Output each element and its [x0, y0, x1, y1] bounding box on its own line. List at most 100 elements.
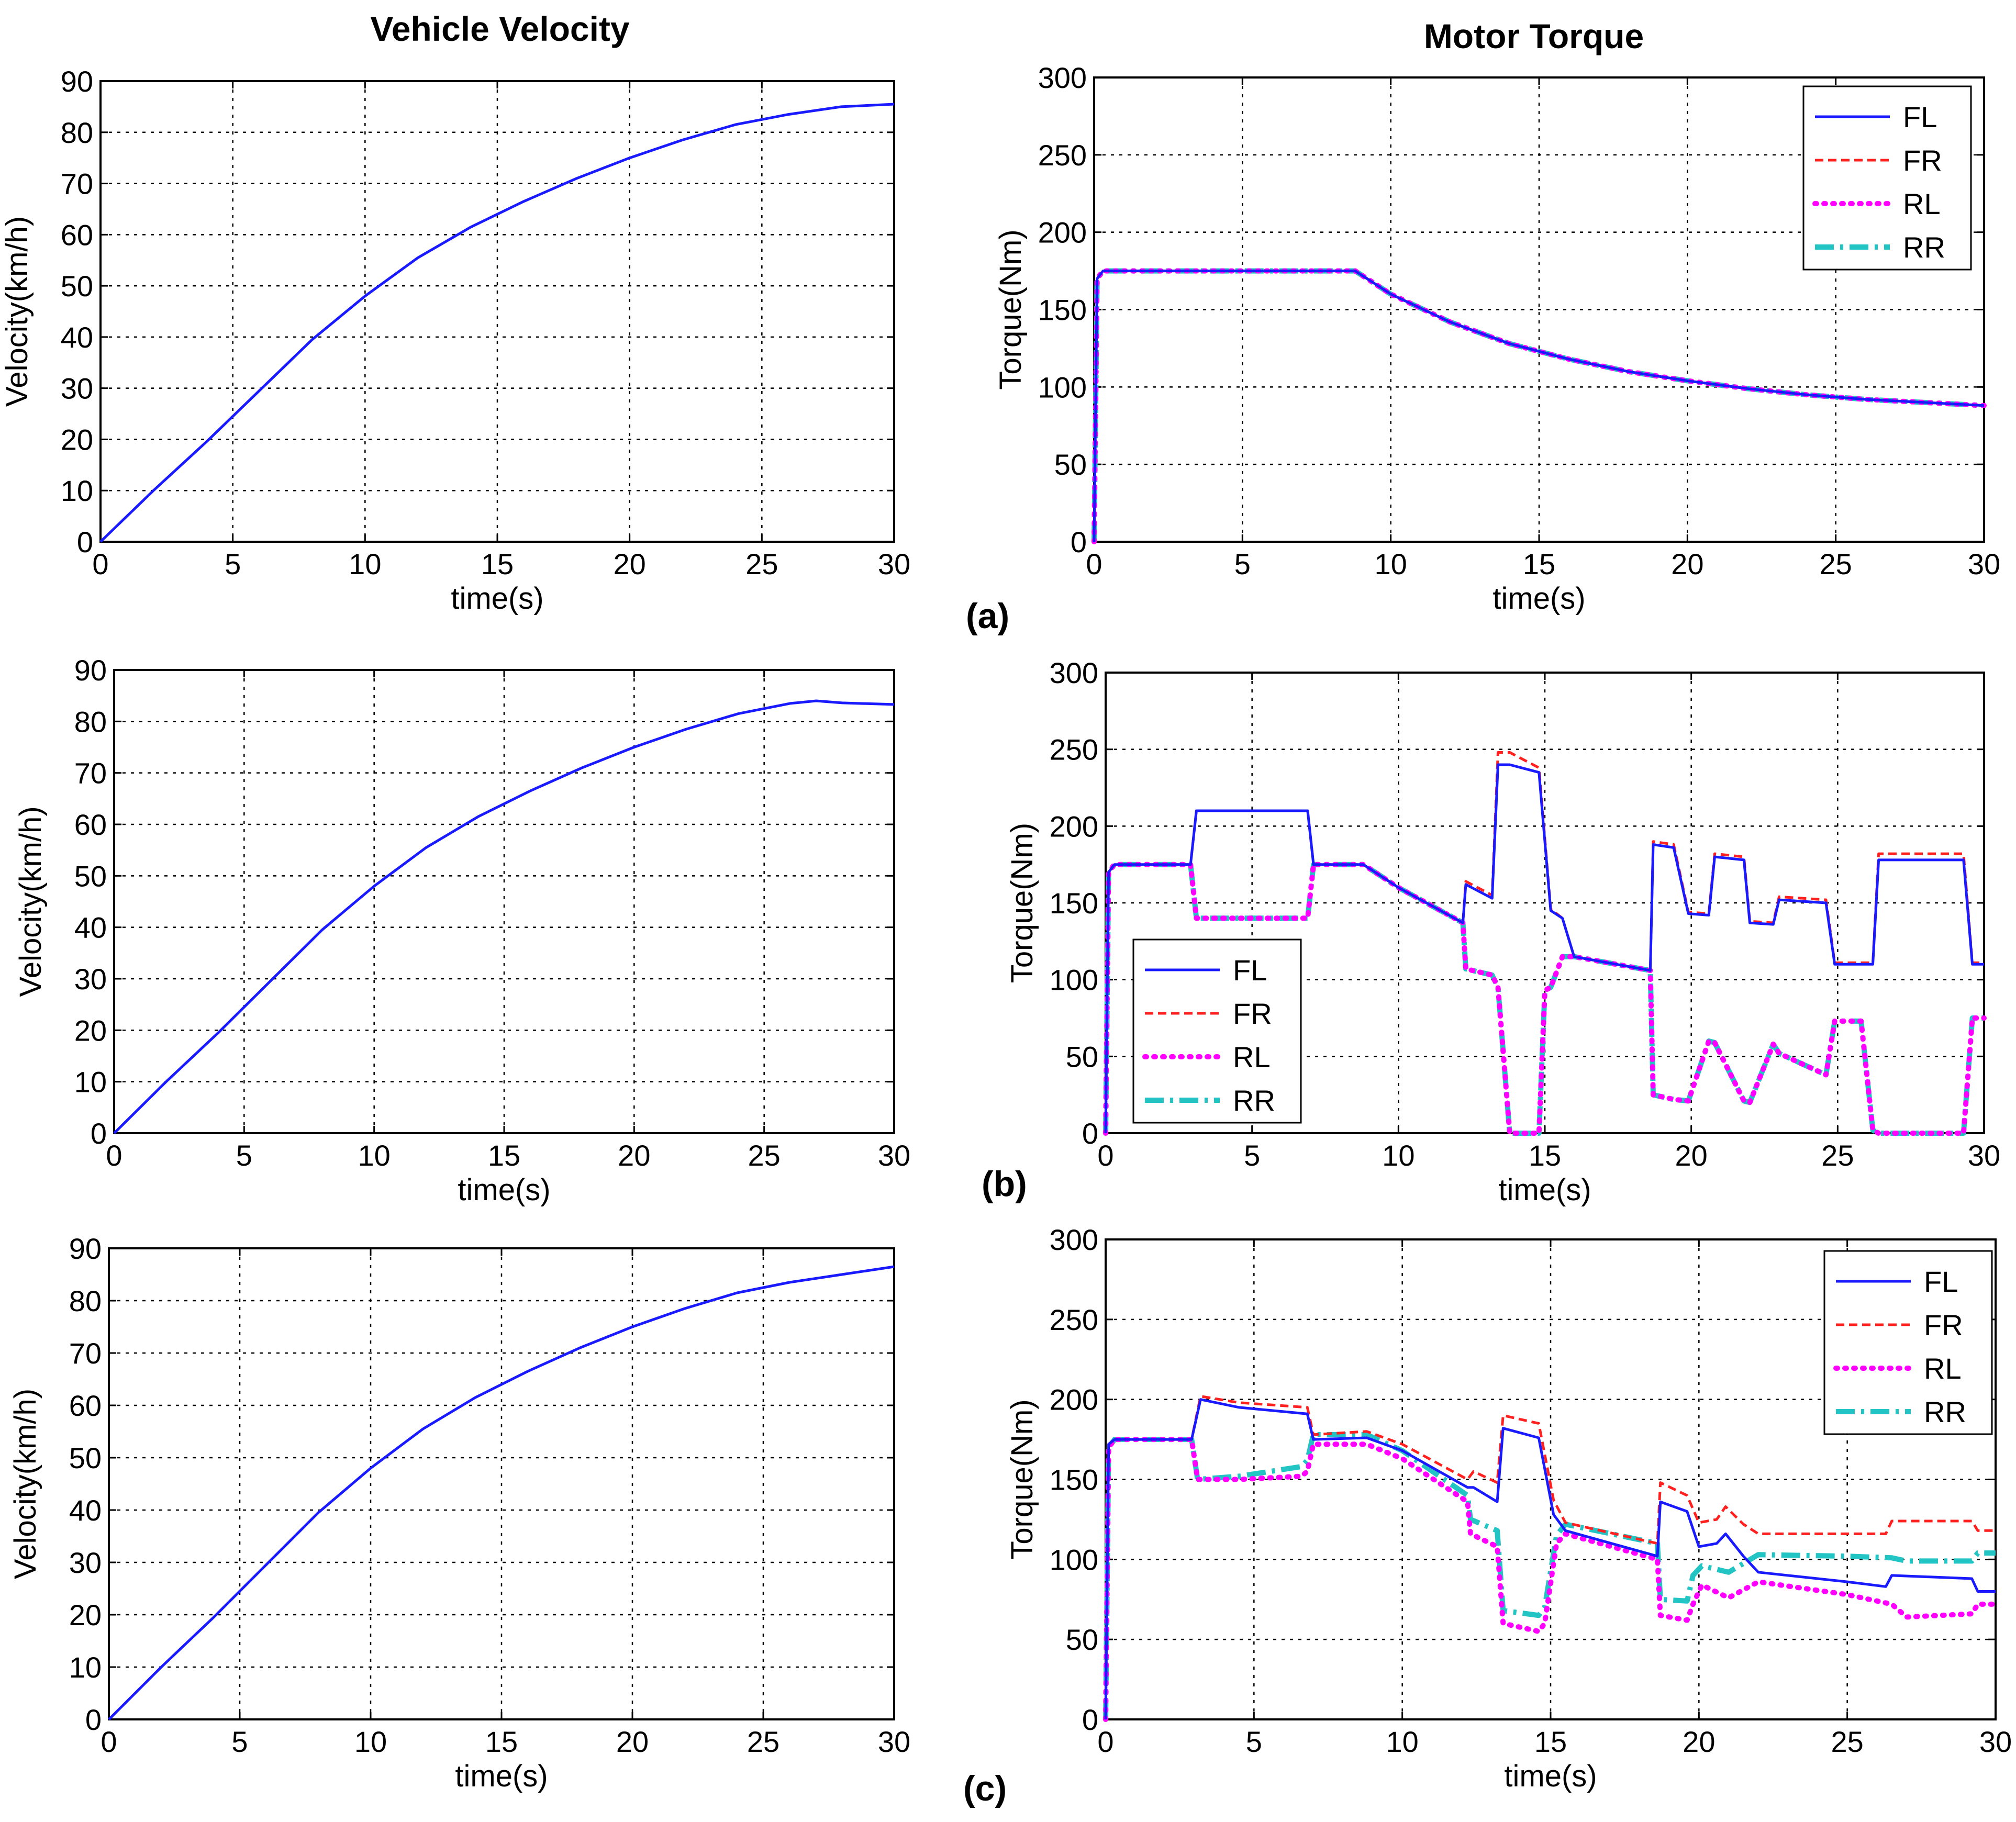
x-tick-label: 0	[92, 547, 108, 580]
y-tick-label: 150	[1050, 887, 1098, 920]
legend: FL FR RL RR	[1132, 938, 1302, 1124]
y-tick-label: 250	[1050, 733, 1098, 766]
legend-label-fl: FL	[1233, 954, 1267, 987]
y-tick-label: 60	[61, 218, 93, 251]
y-tick-label: 10	[74, 1066, 107, 1099]
y-tick-label: 30	[61, 372, 93, 405]
x-axis-label: time(s)	[455, 1759, 548, 1793]
y-tick-label: 150	[1038, 294, 1087, 327]
x-tick-label: 10	[1382, 1139, 1414, 1172]
series-line-v	[108, 1265, 895, 1720]
y-tick-label: 0	[1071, 526, 1087, 558]
x-tick-label: 5	[231, 1725, 248, 1758]
y-tick-label: 100	[1050, 1543, 1098, 1576]
x-tick-label: 30	[1968, 1139, 2000, 1172]
legend-label-fl: FL	[1903, 100, 1937, 133]
col-title-torque: Motor Torque	[1424, 17, 1644, 55]
y-axis-label: Velocity(km/h)	[0, 216, 34, 407]
series-line-v	[99, 103, 895, 543]
chart-b-velocity: 0 5 10 15 20 25 30 0 10 20 30 40 50 60 70 80 90 time(s) Ve…	[14, 654, 910, 1207]
legend-box	[1802, 85, 1972, 271]
y-tick-label: 30	[74, 963, 107, 996]
x-tick-label: 5	[236, 1139, 252, 1172]
y-tick-label: 100	[1050, 964, 1098, 997]
series-line-rr	[1103, 1432, 1996, 1720]
panel-label-b: (b)	[982, 1164, 1027, 1204]
y-tick-label: 70	[61, 167, 93, 200]
charts: 0 5 10 15 20 25 300102030405060708090time(s)Ve…	[0, 61, 2012, 1793]
chart-c-torque: 0 5 10 15 20 25 30050100150200250300time(s)Tor…	[1005, 1223, 2012, 1793]
x-tick-label: 10	[1386, 1725, 1419, 1758]
x-tick-label: 10	[349, 547, 381, 580]
y-tick-label: 200	[1050, 1383, 1098, 1416]
legend-label-rl: RL	[1924, 1352, 1962, 1385]
x-tick-label: 5	[1244, 1139, 1260, 1172]
legend-label-rr: RR	[1924, 1395, 1966, 1428]
y-tick-label: 100	[1038, 371, 1087, 404]
y-tick-label: 150	[1050, 1463, 1098, 1496]
legend-label-fl: FL	[1924, 1265, 1958, 1298]
x-tick-label: 15	[1523, 547, 1555, 580]
x-tick-label: 0	[1086, 547, 1102, 580]
y-tick-label: 20	[61, 423, 93, 456]
y-tick-label: 300	[1038, 61, 1087, 94]
x-tick-label: 25	[1820, 547, 1852, 580]
y-tick-label: 200	[1038, 216, 1087, 249]
y-tick-label: 20	[74, 1014, 107, 1047]
y-tick-label: 80	[61, 116, 93, 149]
y-tick-label: 50	[61, 270, 93, 303]
y-tick-label: 60	[74, 808, 107, 841]
legend: FL FR RL RR	[1802, 85, 1972, 271]
x-tick-label: 0	[101, 1725, 117, 1758]
y-tick-label: 300	[1050, 1223, 1098, 1256]
y-tick-label: 90	[61, 65, 93, 98]
legend-label-rl: RL	[1903, 187, 1941, 220]
x-tick-label: 20	[1671, 547, 1703, 580]
x-tick-label: 10	[358, 1139, 391, 1172]
legend-label-fr: FR	[1903, 144, 1942, 177]
y-axis-label: Torque(Nm)	[1005, 823, 1039, 983]
legend-label-rl: RL	[1233, 1041, 1271, 1074]
x-tick-label: 25	[748, 1139, 781, 1172]
chart-a-velocity: 0 5 10 15 20 25 30 0 10 20 30 40 50 60 70 80 90 time(s) Ve…	[0, 65, 910, 616]
x-axis-label: time(s)	[451, 582, 543, 616]
y-tick-label: 80	[69, 1284, 102, 1317]
x-tick-label: 15	[1529, 1139, 1561, 1172]
x-tick-label: 25	[1821, 1139, 1854, 1172]
chart-a-torque: 0 5 10 15 20 25 30050100150200250300time(s)Tor…	[994, 61, 2000, 616]
legend-label-rr: RR	[1903, 231, 1945, 264]
y-tick-label: 50	[1066, 1040, 1098, 1073]
legend-label-fr: FR	[1233, 997, 1272, 1030]
x-tick-label: 15	[1534, 1725, 1567, 1758]
y-tick-label: 40	[74, 911, 107, 944]
y-tick-label: 200	[1050, 810, 1098, 843]
series-line-rl	[1103, 1437, 1998, 1722]
x-tick-label: 5	[225, 547, 241, 580]
y-tick-label: 70	[74, 757, 107, 790]
x-tick-label: 20	[618, 1139, 650, 1172]
y-tick-label: 20	[69, 1599, 102, 1631]
x-tick-label: 0	[106, 1139, 122, 1172]
y-tick-label: 50	[1066, 1623, 1098, 1656]
legend-label-rr: RR	[1233, 1084, 1275, 1117]
x-tick-label: 5	[1234, 547, 1251, 580]
y-axis-label: Torque(Nm)	[994, 229, 1028, 389]
x-tick-label: 10	[1375, 547, 1407, 580]
series-line-v	[113, 699, 895, 1134]
y-tick-label: 50	[69, 1441, 102, 1474]
y-axis-label: Torque(Nm)	[1005, 1399, 1039, 1559]
y-tick-label: 0	[77, 526, 93, 558]
series-line-rl	[1103, 862, 1987, 1136]
y-tick-label: 60	[69, 1389, 102, 1422]
y-tick-label: 70	[69, 1337, 102, 1370]
x-tick-label: 25	[1831, 1725, 1864, 1758]
x-tick-label: 30	[878, 547, 910, 580]
y-tick-label: 30	[69, 1546, 102, 1579]
x-tick-label: 30	[1968, 547, 2000, 580]
y-tick-label: 0	[91, 1117, 107, 1150]
x-tick-label: 25	[747, 1725, 779, 1758]
y-axis-label: Velocity(km/h)	[14, 806, 48, 997]
x-tick-label: 20	[1675, 1139, 1708, 1172]
y-tick-label: 10	[69, 1651, 102, 1684]
